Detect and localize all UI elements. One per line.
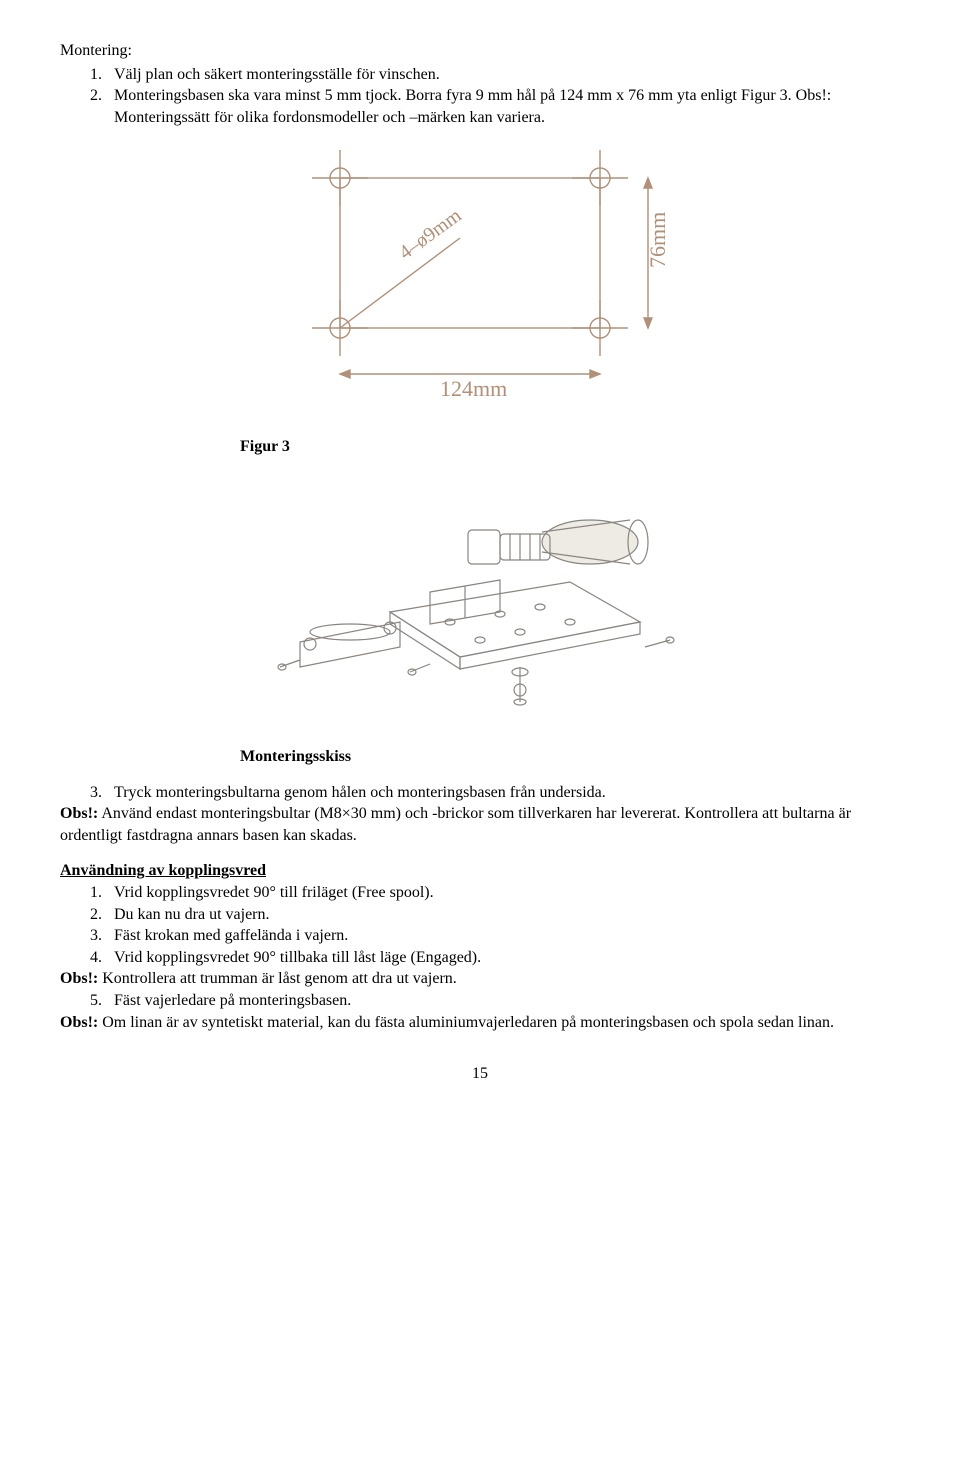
list-item-num: 3. — [90, 782, 108, 804]
mounting-sketch-svg — [240, 472, 720, 732]
list-item-num: 1. — [90, 882, 108, 904]
list-item: 3. Tryck monteringsbultarna genom hålen … — [90, 782, 900, 804]
obs-text: Kontrollera att trumman är låst genom at… — [98, 970, 457, 987]
kopplingsvred-heading: Användning av kopplingsvred — [60, 860, 900, 882]
list-item-num: 2. — [90, 904, 108, 926]
width-label: 124mm — [440, 376, 507, 401]
list-item-text: Välj plan och säkert monteringsställe fö… — [114, 64, 440, 86]
list-item-text: Vrid kopplingsvredet 90° till friläget (… — [114, 882, 434, 904]
kopplingsvred-list: 1. Vrid kopplingsvredet 90° till friläge… — [60, 882, 900, 968]
list-item-text: Du kan nu dra ut vajern. — [114, 904, 270, 926]
hole-pattern-svg: 4–ø9mm 124mm 76mm — [270, 138, 690, 408]
list-item-num: 3. — [90, 925, 108, 947]
list-item: 2. Monteringsbasen ska vara minst 5 mm t… — [90, 85, 900, 128]
list-item: 3. Fäst krokan med gaffelända i vajern. — [90, 925, 900, 947]
height-label: 76mm — [645, 212, 670, 268]
list-item-text: Fäst krokan med gaffelända i vajern. — [114, 925, 348, 947]
obs-prefix: Obs!: — [60, 970, 98, 987]
montering-heading: Montering: — [60, 40, 900, 62]
list-item-num: 4. — [90, 947, 108, 969]
figure3-diagram: 4–ø9mm 124mm 76mm Figur 3 — [60, 138, 900, 458]
list-item-text: Vrid kopplingsvredet 90° tillbaka till l… — [114, 947, 481, 969]
list-item: 1. Välj plan och säkert monteringsställe… — [90, 64, 900, 86]
item5-wrap: 5. Fäst vajerledare på monteringsbasen. — [60, 990, 900, 1012]
item3-wrap: 3. Tryck monteringsbultarna genom hålen … — [60, 782, 900, 804]
obs-prefix: Obs!: — [60, 805, 98, 822]
list-item: 4. Vrid kopplingsvredet 90° tillbaka til… — [90, 947, 900, 969]
list-item-num: 5. — [90, 990, 108, 1012]
list-item: 5. Fäst vajerledare på monteringsbasen. — [90, 990, 900, 1012]
list-item: 1. Vrid kopplingsvredet 90° till friläge… — [90, 882, 900, 904]
list-item-num: 1. — [90, 64, 108, 86]
figure3-caption: Figur 3 — [240, 436, 900, 458]
list-item-text: Tryck monteringsbultarna genom hålen och… — [114, 782, 606, 804]
obs1: Obs!: Använd endast monteringsbultar (M8… — [60, 803, 900, 846]
obs-text: Om linan är av syntetiskt material, kan … — [98, 1014, 834, 1031]
obs-prefix: Obs!: — [60, 1014, 98, 1031]
diagonal-label: 4–ø9mm — [395, 205, 466, 265]
mounting-sketch-caption: Monteringsskiss — [240, 746, 900, 768]
obs-text: Använd endast monteringsbultar (M8×30 mm… — [60, 805, 851, 844]
list-item-text: Monteringsbasen ska vara minst 5 mm tjoc… — [114, 85, 900, 128]
obs3: Obs!: Om linan är av syntetiskt material… — [60, 1012, 900, 1034]
montering-list: 1. Välj plan och säkert monteringsställe… — [60, 64, 900, 129]
list-item-num: 2. — [90, 85, 108, 128]
list-item: 2. Du kan nu dra ut vajern. — [90, 904, 900, 926]
list-item-text: Fäst vajerledare på monteringsbasen. — [114, 990, 351, 1012]
mounting-sketch: Monteringsskiss — [60, 472, 900, 768]
page-number: 15 — [60, 1063, 900, 1085]
obs2: Obs!: Kontrollera att trumman är låst ge… — [60, 968, 900, 990]
